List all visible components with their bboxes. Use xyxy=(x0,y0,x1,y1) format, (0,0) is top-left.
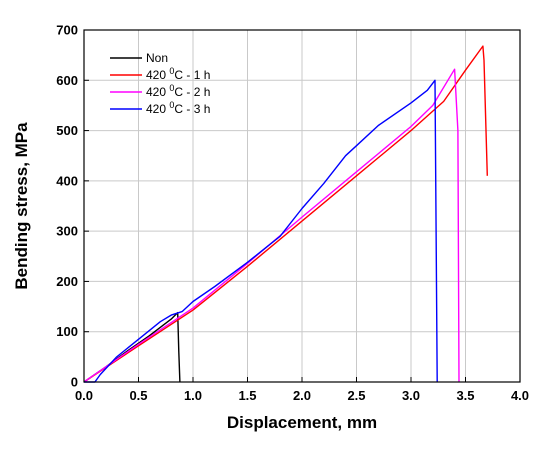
x-tick-label: 0.0 xyxy=(75,388,93,403)
legend-item: 420 0C - 3 h xyxy=(110,100,210,116)
x-tick-label: 4.0 xyxy=(511,388,529,403)
legend-label: 420 0C - 3 h xyxy=(146,100,210,116)
y-tick-label: 300 xyxy=(56,224,78,239)
legend-item: Non xyxy=(110,51,168,65)
y-axis-label: Bending stress, MPa xyxy=(12,122,31,290)
legend-label: 420 0C - 1 h xyxy=(146,66,210,82)
x-tick-label: 2.5 xyxy=(347,388,365,403)
tick-labels: 0.0 0.5 1.0 1.5 2.0 2.5 3.0 3.5 4.0 0 100 200 300 400… xyxy=(56,23,529,404)
series-line-2 xyxy=(83,45,488,383)
x-axis-label: Displacement, mm xyxy=(227,413,377,432)
x-tick-label: 1.0 xyxy=(184,388,202,403)
x-tick-label: 3.5 xyxy=(456,388,474,403)
x-tick-label: 0.5 xyxy=(129,388,147,403)
x-tick-label: 2.0 xyxy=(293,388,311,403)
y-tick-label: 400 xyxy=(56,173,78,188)
legend-item: 420 0C - 2 h xyxy=(110,83,210,99)
series-line-4 xyxy=(84,79,438,383)
y-tick-label: 500 xyxy=(56,123,78,138)
y-tick-label: 0 xyxy=(71,375,78,390)
x-tick-label: 3.0 xyxy=(402,388,420,403)
legend-label: Non xyxy=(146,51,168,65)
legend-item: 420 0C - 1 h xyxy=(110,66,210,82)
x-tick-label: 1.5 xyxy=(238,388,256,403)
grid xyxy=(84,30,520,382)
legend-label: 420 0C - 2 h xyxy=(146,83,210,99)
y-tick-label: 100 xyxy=(56,324,78,339)
series-layer xyxy=(83,45,488,383)
y-tick-label: 700 xyxy=(56,23,78,38)
y-tick-label: 200 xyxy=(56,274,78,289)
y-tick-label: 600 xyxy=(56,73,78,88)
series-line-3 xyxy=(83,68,460,383)
